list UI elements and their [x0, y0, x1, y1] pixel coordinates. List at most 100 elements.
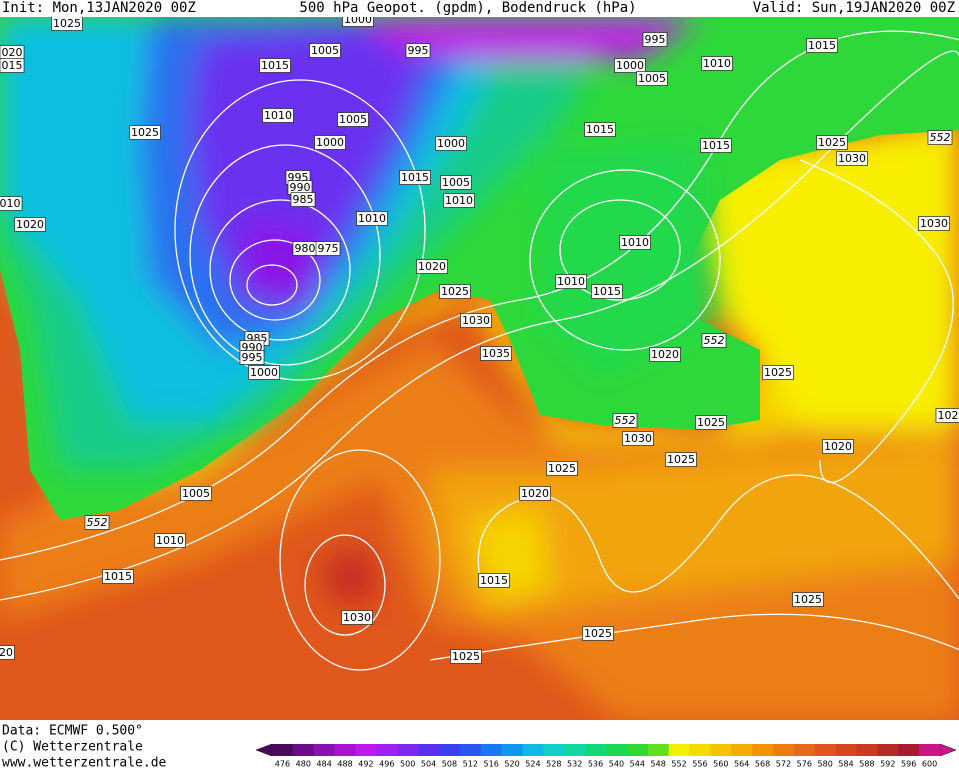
- isobar-label-box: [555, 274, 587, 289]
- isobar-label-box: [342, 17, 374, 27]
- colorbar-swatch: [439, 744, 461, 756]
- colorbar-swatch: [272, 744, 294, 756]
- isobar-label-box: [314, 135, 346, 150]
- colorbar-swatch: [334, 744, 356, 756]
- colorbar-label: 600: [922, 760, 937, 769]
- isobar-label-box: [405, 43, 431, 58]
- isobar-label-box: [927, 130, 953, 145]
- isobar-label-box: [806, 38, 838, 53]
- colorbar-label: 560: [713, 760, 728, 769]
- isobar-label-box: [636, 71, 668, 86]
- colorbar-label: 504: [421, 760, 436, 769]
- isobar-label: 20: [0, 646, 13, 659]
- isobar-label-box: [519, 486, 551, 501]
- isobar-label: 1010: [703, 57, 731, 70]
- isobar-label-box: [154, 533, 186, 548]
- isobar-label: 1020: [16, 218, 44, 231]
- isobar-label-box: [262, 108, 294, 123]
- isobar-label: 1025: [131, 126, 159, 139]
- isobar-label-box: [399, 170, 431, 185]
- colorbar-label: 484: [317, 760, 332, 769]
- isobar-label: 1015: [702, 139, 730, 152]
- isobar-label: 1005: [442, 176, 470, 189]
- isobar-label-box: [642, 32, 668, 47]
- colorbar-label: 576: [797, 760, 812, 769]
- colorbar-swatch: [835, 744, 857, 756]
- colorbar-swatch: [585, 744, 607, 756]
- isobar-label-box: [290, 192, 316, 207]
- colorbar-swatch: [793, 744, 816, 756]
- isobar-label-box: [591, 284, 623, 299]
- isobar-label-box: [239, 350, 265, 365]
- isobar-label: 1010: [557, 275, 585, 288]
- isobar-label: 010: [0, 197, 21, 210]
- isobar-label-box: [0, 58, 25, 73]
- isobar-label: 1010: [264, 109, 292, 122]
- isobar-label-box: [701, 56, 733, 71]
- isobar-label: 1025: [548, 462, 576, 475]
- isobar-label-box: [918, 216, 950, 231]
- isobar-label: 1010: [156, 534, 184, 547]
- isobar-label: 1015: [261, 59, 289, 72]
- isobar-label: 1005: [182, 487, 210, 500]
- isobar-label-box: [836, 151, 868, 166]
- colorbar-label: 572: [776, 760, 791, 769]
- isobar-label-box: [665, 452, 697, 467]
- isobar-label: 1000: [316, 136, 344, 149]
- isobar-label: 1015: [401, 171, 429, 184]
- colorbar-swatch: [898, 744, 920, 756]
- isobar-label: 1025: [452, 650, 480, 663]
- isobar-label-box: [51, 17, 83, 31]
- isobar-label: 1000: [437, 137, 465, 150]
- colorbar-label: 520: [504, 760, 519, 769]
- colorbar-label: 476: [275, 760, 290, 769]
- isobar-label-box: [180, 486, 212, 501]
- colorbar-label: 596: [901, 760, 916, 769]
- isobar-label-box: [792, 592, 824, 607]
- colorbar-label: 536: [588, 760, 603, 769]
- isobar-label-box: [416, 259, 448, 274]
- colorbar-swatch: [647, 744, 669, 756]
- colorbar-swatch: [773, 744, 795, 756]
- colorbar-swatch: [752, 744, 774, 756]
- isobar-label-box: [614, 58, 646, 73]
- init-time: Init: Mon,13JAN2020 00Z: [2, 0, 196, 16]
- colorbar-swatch: [543, 744, 565, 756]
- isobar-label: 1005: [311, 44, 339, 57]
- isobar-label: 1010: [621, 236, 649, 249]
- isobar-label: 1020: [418, 260, 446, 273]
- colorbar-label: 492: [358, 760, 373, 769]
- isobar-label: 1025: [667, 453, 695, 466]
- isobar-label: 1015: [593, 285, 621, 298]
- isobar-label-box: [700, 138, 732, 153]
- isobar-lines: [0, 30, 959, 671]
- colorbar-swatch: [418, 744, 440, 756]
- colorbar-swatch: [856, 744, 878, 756]
- isobar-label: 995: [645, 33, 666, 46]
- colorbar-arrow-left: [255, 743, 273, 757]
- isobar-label: 1025: [764, 366, 792, 379]
- isobar-label-box: [582, 626, 614, 641]
- colorbar-swatch: [313, 744, 335, 756]
- colorbar-swatch: [522, 744, 544, 756]
- isobar-label-box: [460, 313, 492, 328]
- isobar-label-box: [478, 573, 510, 588]
- isobar-label-box: [14, 217, 46, 232]
- colorbar-swatch: [814, 744, 836, 756]
- map-title: 500 hPa Geopot. (gpdm), Bodendruck (hPa): [299, 0, 636, 16]
- isobar-label: 102: [938, 409, 959, 422]
- isobar-label-box: [440, 175, 472, 190]
- isobar-label-box: [341, 610, 373, 625]
- isobar-label: 1030: [624, 432, 652, 445]
- isobar-label: 975: [318, 242, 339, 255]
- colorbar-swatch: [397, 744, 419, 756]
- isobar-label: 1000: [344, 13, 372, 26]
- colorbar-label: 516: [484, 760, 499, 769]
- isobar-label: 985: [293, 193, 314, 206]
- isobar-label-box: [435, 136, 467, 151]
- colorbar-label: 540: [609, 760, 624, 769]
- isobar-label-box: [337, 112, 369, 127]
- isobar-label: 1000: [250, 366, 278, 379]
